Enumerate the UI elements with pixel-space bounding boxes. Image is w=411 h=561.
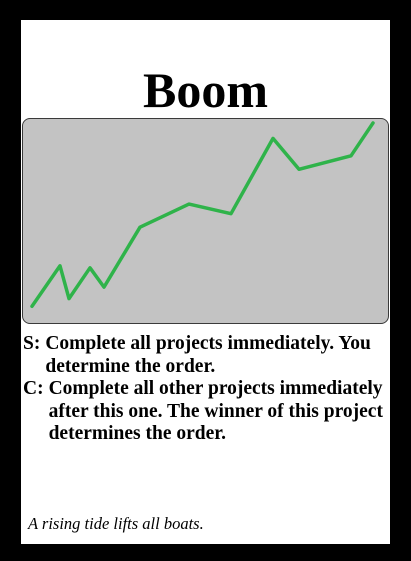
card-art	[22, 118, 389, 324]
card-rules-text: S: Complete all projects immediately. Yo…	[23, 333, 389, 446]
flavor-text: A rising tide lifts all boats.	[28, 514, 204, 533]
card-title: Boom	[143, 62, 268, 118]
ability-s: S: Complete all projects immediately. Yo…	[23, 333, 389, 378]
ability-s-text: Complete all projects immediately. You d…	[45, 333, 371, 377]
trend-line	[30, 121, 375, 309]
rising-line-graph	[30, 121, 375, 309]
ability-s-key: S:	[23, 333, 41, 354]
ability-c-text: Complete all other projects immediately …	[48, 378, 383, 444]
ability-c-key: C:	[23, 378, 44, 399]
ability-c: C: Complete all other projects immediate…	[23, 378, 389, 446]
game-card[interactable]: Boom S: Complete all projects immediatel…	[21, 20, 390, 544]
